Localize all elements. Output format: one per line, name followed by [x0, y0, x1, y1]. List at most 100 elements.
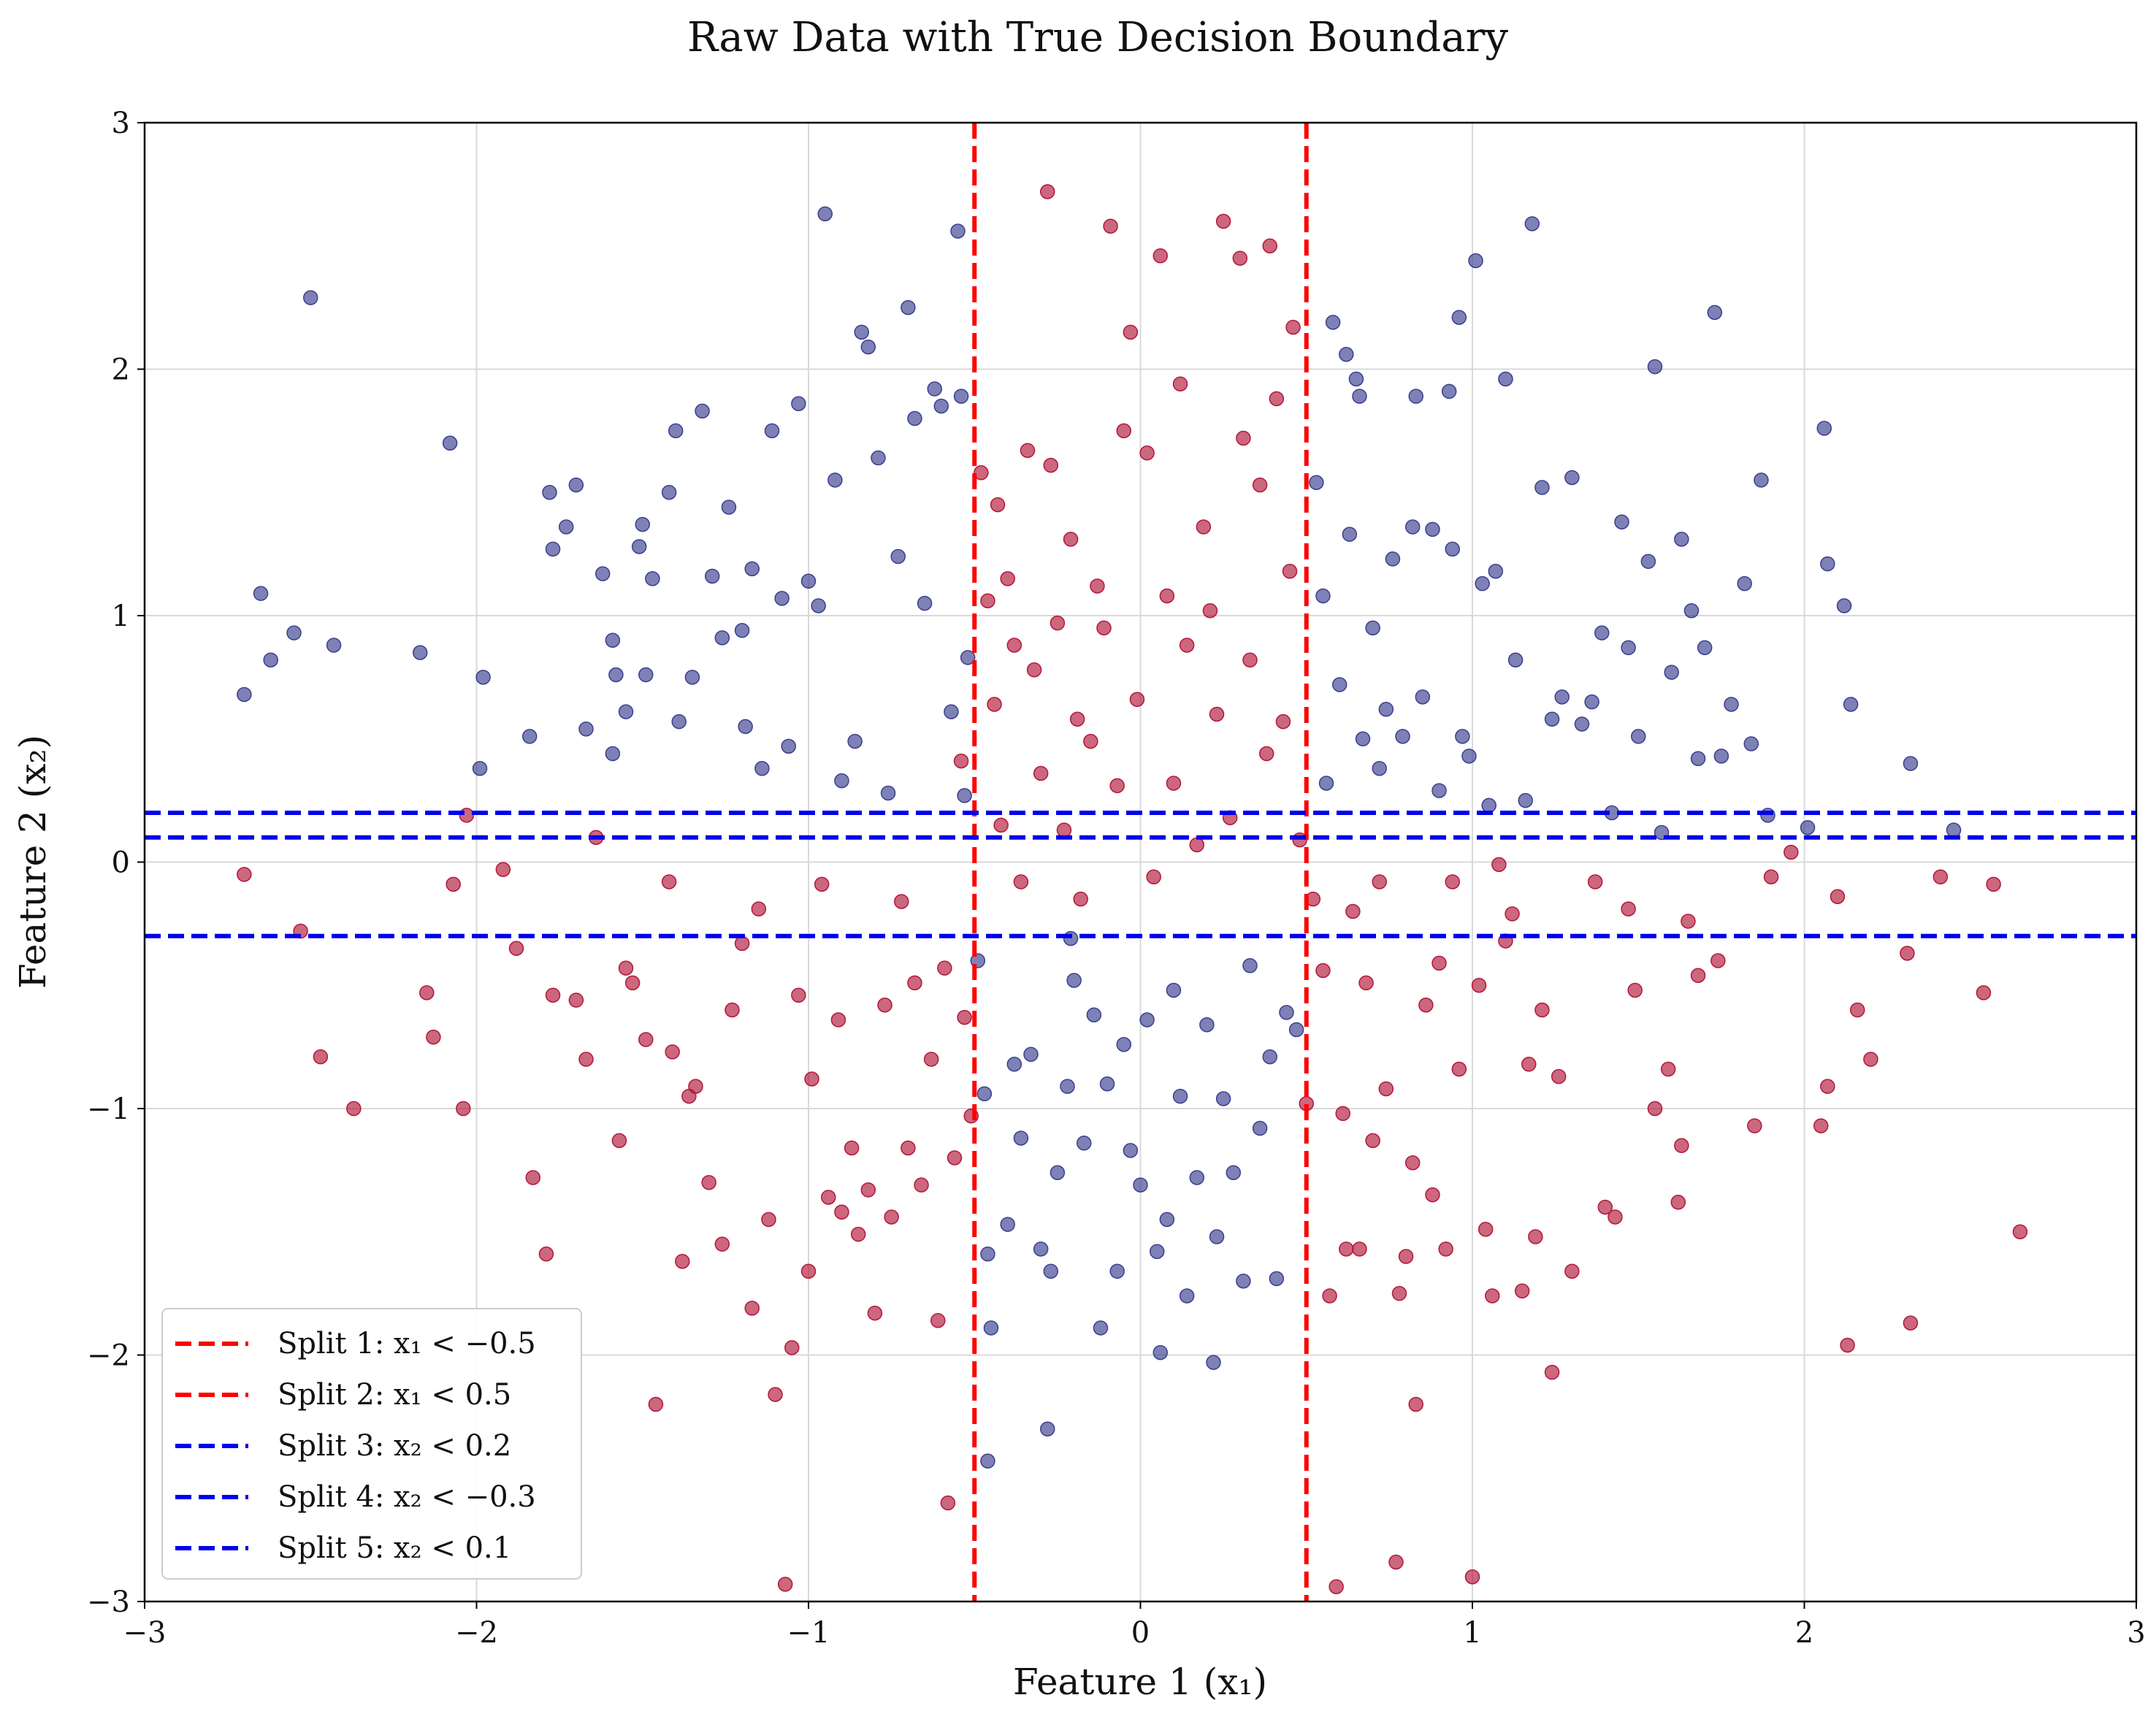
blue-class-point: [1621, 640, 1636, 656]
blue-class-point: [827, 472, 843, 488]
y-tick-label: 3: [112, 107, 130, 140]
x-tick-label: −1: [787, 1616, 830, 1650]
blue-class-point: [1133, 1177, 1148, 1193]
red-class-point: [814, 876, 830, 892]
red-class-point: [1352, 1241, 1367, 1257]
red-class-point: [1285, 319, 1301, 335]
chart-title: Raw Data with True Decision Boundary: [687, 14, 1508, 61]
blue-class-point: [237, 686, 252, 703]
blue-class-point: [1441, 383, 1457, 399]
blue-class-point: [1594, 625, 1610, 640]
blue-class-point: [1640, 554, 1656, 569]
red-class-point: [1840, 1337, 1855, 1353]
red-class-point: [1478, 1222, 1494, 1237]
blue-class-point: [1754, 472, 1769, 488]
red-class-point: [1056, 822, 1072, 838]
y-axis-label: Feature 2 (x₂): [12, 735, 54, 989]
red-class-point: [237, 867, 252, 882]
red-class-point: [1013, 874, 1029, 889]
red-class-point: [1069, 711, 1085, 727]
blue-class-point: [764, 423, 780, 439]
red-class-point: [1528, 1229, 1543, 1244]
blue-class-point: [744, 561, 760, 577]
red-class-point: [844, 1140, 860, 1156]
blue-class-point: [1325, 315, 1341, 330]
blue-class-point: [303, 290, 318, 305]
red-class-point: [1471, 978, 1487, 993]
red-class-point: [761, 1212, 776, 1228]
blue-class-point: [980, 1246, 995, 1262]
blue-class-point: [1318, 776, 1334, 791]
red-class-point: [1365, 1133, 1380, 1149]
blue-class-point: [834, 773, 849, 789]
blue-class-point: [1209, 1229, 1225, 1244]
blue-class-point: [1123, 1143, 1139, 1158]
blue-class-point: [1836, 598, 1852, 613]
red-class-point: [1418, 998, 1434, 1013]
x-tick-label: 0: [1131, 1616, 1150, 1650]
y-tick-label: −2: [87, 1339, 130, 1373]
blue-class-point: [1039, 1421, 1055, 1436]
blue-class-point: [944, 704, 959, 719]
red-class-point: [1670, 1195, 1686, 1210]
red-class-point: [830, 1012, 846, 1028]
blue-class-point: [1331, 677, 1348, 692]
red-class-point: [1039, 184, 1055, 199]
red-class-point: [1159, 588, 1175, 604]
red-class-point: [1900, 946, 1915, 961]
red-class-point: [1587, 874, 1603, 889]
red-class-point: [611, 1133, 627, 1149]
blue-class-point: [1309, 475, 1324, 490]
blue-class-point: [1431, 783, 1447, 798]
red-class-point: [821, 1190, 836, 1205]
red-class-point: [1372, 874, 1387, 889]
blue-class-point: [1498, 371, 1513, 387]
red-class-point: [1986, 876, 2001, 892]
axis-ticks: −3 −2 −1 0 1 2 3 −3 −2 −1 0 1 2 3: [87, 107, 2146, 1650]
blue-class-point: [1631, 729, 1646, 744]
red-class-point: [1196, 519, 1212, 535]
blue-class-point: [1385, 551, 1401, 567]
red-class-point: [734, 935, 750, 952]
y-tick-label: −1: [87, 1092, 130, 1126]
red-class-point: [1315, 963, 1331, 979]
red-class-point: [714, 1236, 730, 1252]
red-class-point: [1050, 615, 1066, 631]
red-class-point: [1813, 1118, 1829, 1133]
red-class-point: [1262, 238, 1278, 253]
blue-class-point: [1518, 792, 1533, 808]
blue-class-point: [1816, 421, 1832, 436]
red-class-point: [1345, 903, 1361, 919]
blue-class-point: [1206, 1355, 1221, 1370]
blue-class-point: [774, 591, 790, 606]
red-class-point: [884, 1209, 899, 1225]
blue-class-point: [1172, 1088, 1188, 1104]
red-class-point: [1398, 1249, 1414, 1264]
red-class-point: [1431, 955, 1447, 971]
blue-class-point: [1315, 588, 1331, 604]
x-axis-label: Feature 1 (x₁): [1013, 1661, 1267, 1703]
red-class-point: [1063, 532, 1079, 547]
blue-class-point: [1481, 797, 1496, 814]
blue-class-point: [1348, 371, 1364, 387]
blue-class-point: [1215, 1091, 1231, 1106]
blue-class-point: [1524, 216, 1540, 231]
blue-class-point: [1415, 689, 1431, 705]
red-class-point: [1690, 968, 1706, 983]
blue-class-point: [1116, 1037, 1132, 1052]
blue-class-point: [927, 381, 942, 397]
blue-class-point: [631, 539, 647, 554]
red-class-point: [1202, 603, 1218, 619]
blue-class-point: [472, 761, 488, 776]
blue-class-point: [253, 586, 269, 601]
red-class-point: [768, 1387, 783, 1402]
red-class-point: [1404, 1155, 1421, 1171]
blue-class-point: [1236, 1274, 1251, 1289]
red-class-point: [1172, 376, 1188, 391]
blue-class-point: [957, 788, 972, 803]
red-class-point: [907, 975, 922, 991]
red-class-point: [1146, 869, 1161, 884]
red-class-point: [1166, 776, 1182, 791]
red-class-point: [1123, 324, 1139, 340]
legend-label-3: Split 3: x₂ < 0.2: [278, 1429, 511, 1463]
